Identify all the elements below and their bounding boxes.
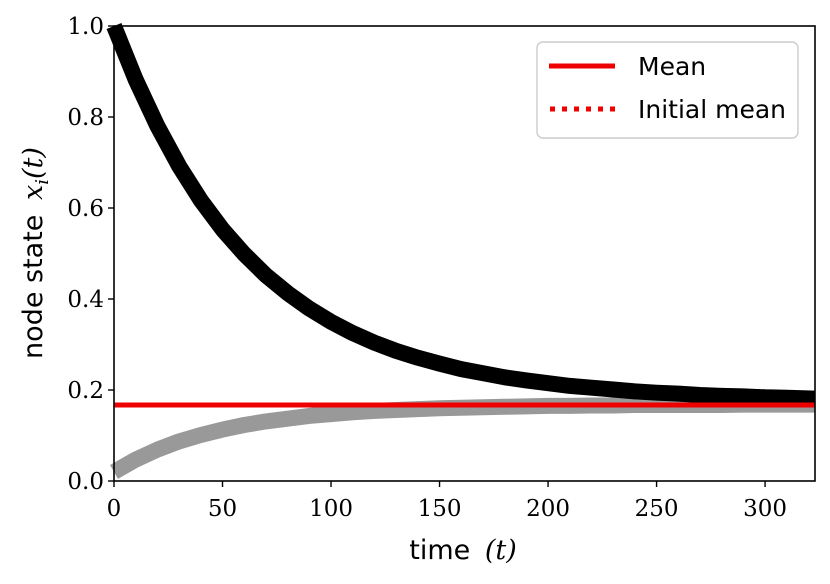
y-axis-label-math: xi(t) [18,147,53,200]
series-node-low [110,396,815,479]
y-tick-label: 0.6 [67,196,104,222]
axes-frame [113,25,816,482]
x-tick-label: 100 [309,496,353,522]
x-axis-label: time (t) [409,535,517,566]
y-tick-label: 0.4 [67,287,104,313]
y-tick-label: 0.0 [67,469,104,495]
x-tick-label: 150 [418,496,462,522]
x-tick-label: 300 [743,496,787,522]
x-tick-label: 250 [635,496,679,522]
plot-area [106,23,816,482]
y-axis-ticks: 0.0 0.2 0.4 0.6 0.8 1.0 [67,14,114,495]
series-layer [106,23,816,479]
y-axis-label: node state xi(t) [18,147,53,359]
x-axis-label-text: time [409,535,470,566]
legend: Mean Initial mean [536,41,799,139]
x-tick-label: 0 [107,496,122,522]
x-axis-label-math: (t) [485,535,517,566]
x-tick-label: 200 [526,496,570,522]
y-tick-label: 1.0 [67,14,104,40]
y-tick-label: 0.2 [67,378,104,404]
legend-mean-label: Mean [638,52,706,81]
x-tick-label: 50 [208,496,237,522]
x-axis-ticks: 0 50 100 150 200 250 300 [107,481,787,522]
y-axis-label-text: node state [18,215,49,359]
legend-initial-mean-label: Initial mean [638,95,786,124]
series-node-high [106,23,816,407]
y-tick-label: 0.8 [67,105,104,131]
